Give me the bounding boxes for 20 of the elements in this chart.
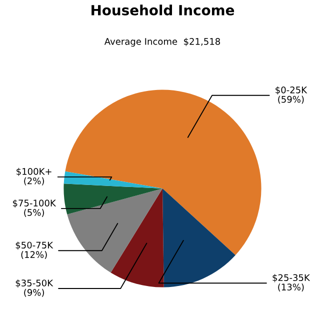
pie-slice bbox=[65, 90, 262, 256]
pie-slice bbox=[67, 188, 162, 273]
slice-label: $75-100K bbox=[12, 199, 56, 208]
slice-label: $25-35K bbox=[272, 274, 310, 282]
data-label: (12%) bbox=[21, 250, 47, 260]
chart-subtitle: Average Income $21,518 bbox=[104, 38, 220, 47]
pie-slice bbox=[64, 171, 162, 188]
chart-title: Household Income bbox=[92, 4, 234, 16]
data-label: (9%) bbox=[24, 288, 44, 297]
slice-label: $35-50K bbox=[16, 279, 54, 288]
slice-label: $0-25K bbox=[276, 86, 308, 95]
data-label: (13%) bbox=[278, 283, 304, 292]
data-label: (59%) bbox=[278, 96, 304, 104]
pie-slice bbox=[162, 188, 236, 288]
pie-slice bbox=[64, 184, 162, 214]
slice-label: $50-75K bbox=[16, 242, 54, 250]
data-label: (2%) bbox=[24, 177, 44, 186]
pie-slice bbox=[110, 188, 164, 288]
slice-label: $100K+ bbox=[16, 168, 52, 176]
data-label: (5%) bbox=[24, 208, 44, 217]
